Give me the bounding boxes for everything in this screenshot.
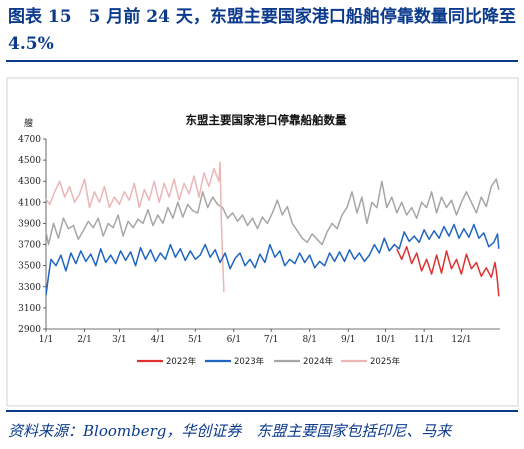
y-tick-label: 3100 bbox=[18, 304, 41, 314]
y-tick-label: 4700 bbox=[18, 135, 41, 145]
y-tick-label: 3300 bbox=[18, 283, 41, 293]
y-tick-label: 4100 bbox=[18, 198, 41, 208]
x-tick-label: 10/1 bbox=[375, 335, 395, 345]
x-tick-label: 6/1 bbox=[227, 335, 241, 345]
x-tick-label: 1/1 bbox=[39, 335, 53, 345]
x-tick-label: 8/1 bbox=[302, 335, 316, 345]
y-tick-label: 4500 bbox=[18, 156, 41, 166]
source-divider bbox=[6, 410, 518, 412]
figure-title: 图表 15 5 月前 24 天，东盟主要国家港口船舶停靠数量同比降至 4.5% bbox=[8, 7, 516, 54]
legend: 2022年 2023年 2024年 2025年 bbox=[137, 356, 401, 367]
legend-label-2023: 2023年 bbox=[234, 356, 265, 367]
series-line-2022 bbox=[396, 245, 500, 297]
y-axis-unit-label: 艘 bbox=[24, 117, 33, 129]
y-tick-label: 2900 bbox=[18, 325, 41, 335]
y-tick-label: 3900 bbox=[18, 219, 41, 229]
legend-label-2024: 2024年 bbox=[303, 356, 334, 367]
x-tick-label: 11/1 bbox=[414, 335, 434, 345]
series-line-2025 bbox=[45, 161, 225, 293]
source-note: 资料来源：Bloomberg，华创证券 东盟主要国家包括印尼、马来 bbox=[8, 422, 452, 440]
chart-title: 东盟主要国家港口停靠船舶数量 bbox=[186, 113, 347, 127]
x-tick-label: 12/1 bbox=[451, 335, 471, 345]
title-divider bbox=[6, 60, 518, 62]
legend-label-2022: 2022年 bbox=[166, 356, 197, 367]
chart-frame bbox=[6, 77, 519, 407]
legend-label-2025: 2025年 bbox=[370, 356, 401, 367]
plot-lines bbox=[45, 161, 500, 297]
x-tick-label: 3/1 bbox=[112, 335, 126, 345]
axes: 2900 3100 3300 3500 3700 3900 4100 4300 4500 4700… bbox=[18, 135, 500, 345]
y-tick-label: 3700 bbox=[18, 241, 41, 251]
x-tick-label: 2/1 bbox=[77, 335, 91, 345]
x-tick-label: 7/1 bbox=[264, 335, 278, 345]
x-tick-label: 5/1 bbox=[188, 335, 202, 345]
series-line-2023 bbox=[45, 223, 500, 296]
line-chart: 东盟主要国家港口停靠船舶数量 艘 2900 3100 3300 3500 3700 390… bbox=[6, 77, 519, 407]
y-tick-label: 4300 bbox=[18, 177, 41, 187]
series-line-2024 bbox=[45, 178, 500, 246]
x-tick-label: 4/1 bbox=[151, 335, 165, 345]
y-tick-label: 3500 bbox=[18, 262, 41, 272]
x-tick-label: 9/1 bbox=[341, 335, 355, 345]
